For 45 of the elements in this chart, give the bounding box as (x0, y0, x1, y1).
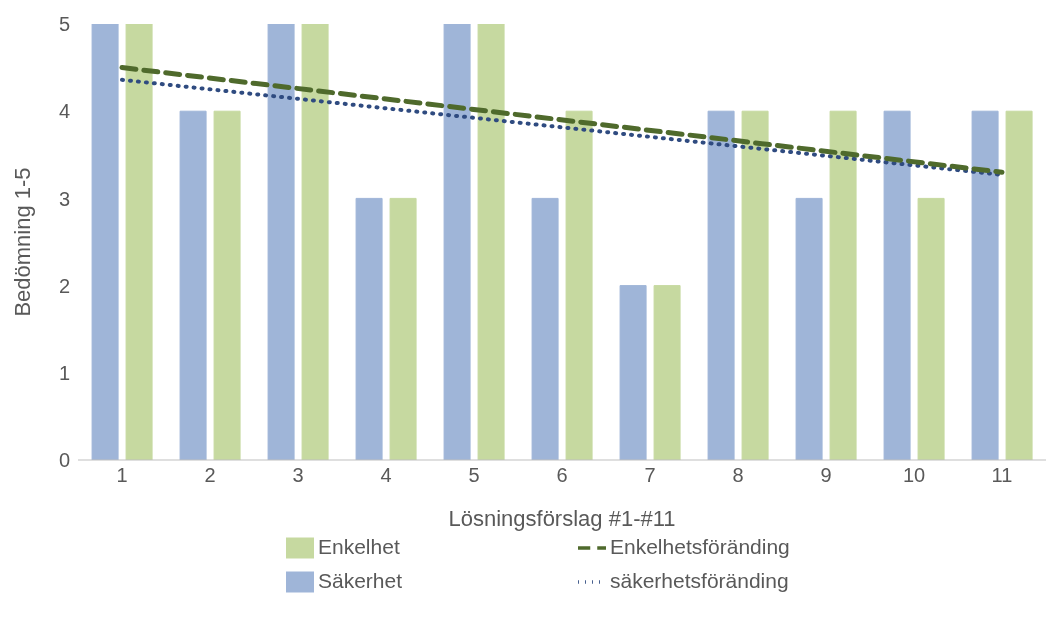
bar (477, 24, 505, 460)
bar (213, 110, 241, 460)
bar (741, 110, 769, 460)
x-tick-label: 8 (732, 464, 744, 487)
legend-label: Enkelhetsföränding (610, 534, 791, 560)
y-tick-label: 0 (58, 449, 70, 472)
y-tick-label: 4 (58, 100, 70, 123)
x-tick-label: 9 (820, 464, 832, 487)
legend-label: säkerhetsföränding (610, 568, 790, 594)
bar (179, 110, 207, 460)
bar (653, 285, 681, 460)
bar (795, 197, 823, 460)
x-tick-label: 1 (116, 464, 128, 487)
x-tick-label: 5 (468, 464, 480, 487)
y-tick-label: 5 (58, 13, 70, 36)
legend-label: Enkelhet (318, 534, 401, 560)
bar (883, 110, 911, 460)
y-tick-label: 3 (58, 187, 70, 210)
bar (1005, 110, 1033, 460)
legend-label: Säkerhet (318, 568, 404, 594)
bar (971, 110, 999, 460)
bar (531, 197, 559, 460)
bar (565, 110, 593, 460)
bar (443, 24, 471, 460)
x-tick-label: 6 (556, 464, 568, 487)
bar (389, 197, 417, 460)
bar (125, 24, 153, 460)
bar (301, 24, 329, 460)
bar (91, 24, 119, 460)
x-tick-label: 3 (292, 464, 304, 487)
bar (707, 110, 735, 460)
y-tick-label: 2 (58, 274, 70, 297)
x-tick-label: 11 (991, 464, 1013, 487)
bar (267, 24, 295, 460)
bar (355, 197, 383, 460)
y-tick-label: 1 (58, 361, 70, 384)
x-axis-title: Lösningsförslag #1-#11 (448, 506, 676, 531)
x-tick-label: 2 (204, 464, 216, 487)
x-tick-label: 7 (644, 464, 656, 487)
x-tick-label: 10 (902, 464, 926, 487)
bar (917, 197, 945, 460)
y-axis-title: Bedömning 1-5 (9, 167, 35, 317)
x-tick-label: 4 (380, 464, 392, 487)
bar (619, 285, 647, 460)
bar (829, 110, 857, 460)
